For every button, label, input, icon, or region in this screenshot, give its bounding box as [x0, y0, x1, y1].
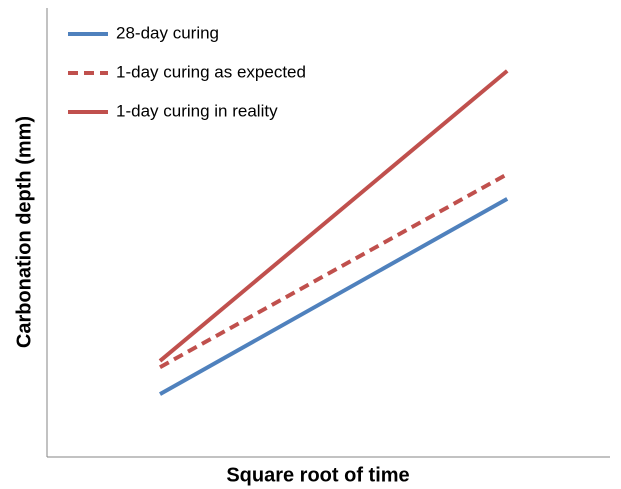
series-line: [159, 172, 509, 369]
series-line: [158, 69, 509, 363]
y-axis-title: Carbonation depth (mm): [13, 116, 35, 348]
legend-label: 28-day curing: [116, 23, 219, 42]
legend-label: 1-day curing in reality: [116, 101, 278, 120]
series-line: [159, 197, 509, 396]
legend-label: 1-day curing as expected: [116, 62, 306, 81]
x-axis-title: Square root of time: [226, 464, 409, 486]
